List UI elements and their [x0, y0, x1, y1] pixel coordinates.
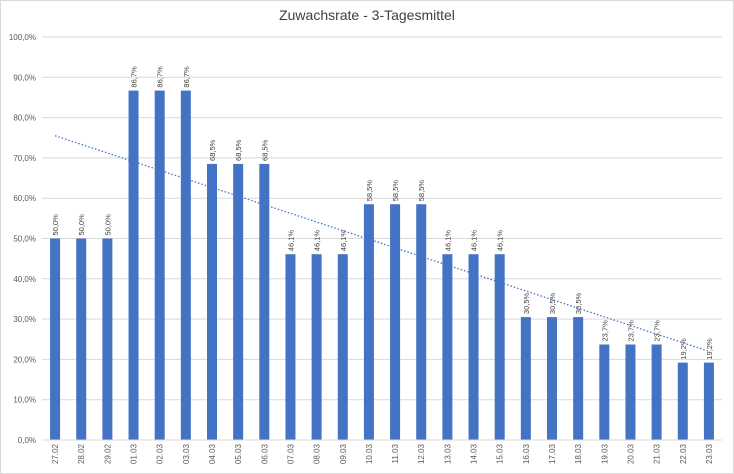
- y-tick-label: 70,0%: [13, 154, 36, 163]
- data-labels: 50,0% 50,0% 50,0% 86,7% 86,7% 86,7% 68,5% 68,5%…: [51, 66, 714, 360]
- x-tick-label: 19.03: [600, 443, 609, 464]
- x-axis: 27.02 28.02 29.02 01.03 02.03 03.03 04.03 05.03…: [42, 439, 722, 464]
- bar: [442, 254, 453, 440]
- data-label: 46,1%: [339, 230, 348, 252]
- bar: [547, 317, 557, 440]
- bar: [416, 204, 427, 440]
- bars: [50, 90, 714, 440]
- x-tick-label: 18.03: [574, 443, 583, 464]
- bar: [259, 163, 270, 440]
- data-label: 68,5%: [260, 139, 269, 161]
- x-tick-label: 06.03: [260, 443, 269, 464]
- gridlines: [42, 36, 722, 441]
- x-tick-label: 15.03: [496, 443, 505, 464]
- bar: [468, 254, 479, 440]
- data-label: 58,5%: [365, 180, 374, 202]
- data-label: 58,5%: [391, 180, 400, 202]
- data-label: 23,7%: [626, 320, 635, 342]
- data-label: 46,1%: [313, 230, 322, 252]
- y-tick-label: 20,0%: [13, 355, 36, 364]
- bar: [50, 238, 61, 440]
- x-tick-label: 03.03: [182, 443, 191, 464]
- trendline: [54, 135, 710, 352]
- x-tick-label: 22.03: [679, 443, 688, 464]
- y-tick-label: 0,0%: [18, 436, 36, 445]
- data-label: 68,5%: [234, 139, 243, 161]
- bar: [363, 204, 374, 440]
- x-tick-label: 04.03: [208, 443, 217, 464]
- x-tick-label: 13.03: [443, 443, 452, 464]
- data-label: 58,5%: [417, 180, 426, 202]
- data-label: 30,5%: [548, 292, 557, 314]
- x-tick-label: 16.03: [522, 443, 531, 464]
- x-tick-label: 08.03: [313, 443, 322, 464]
- x-tick-label: 28.02: [77, 443, 86, 464]
- data-label: 23,7%: [600, 320, 609, 342]
- x-tick-label: 09.03: [339, 443, 348, 464]
- bar: [180, 90, 191, 440]
- x-tick-label: 11.03: [391, 443, 400, 463]
- bar: [337, 254, 348, 440]
- bar: [76, 238, 87, 440]
- data-label: 86,7%: [130, 66, 139, 88]
- x-tick-label: 17.03: [548, 443, 557, 464]
- data-label: 46,1%: [286, 230, 295, 252]
- bar: [625, 344, 636, 440]
- y-tick-label: 50,0%: [13, 235, 36, 244]
- x-tick-label: 14.03: [470, 443, 479, 464]
- data-label: 30,5%: [522, 292, 531, 314]
- x-tick-label: 20.03: [626, 443, 635, 464]
- bar: [128, 90, 139, 440]
- data-label: 19,2%: [705, 338, 714, 360]
- bar: [677, 362, 688, 440]
- bar: [651, 344, 662, 440]
- data-label: 46,1%: [443, 230, 452, 252]
- data-label: 46,1%: [496, 230, 505, 252]
- bar: [390, 204, 401, 440]
- data-label: 50,0%: [51, 214, 60, 236]
- data-label: 30,5%: [574, 292, 583, 314]
- x-tick-label: 10.03: [365, 443, 374, 464]
- data-label: 23,7%: [653, 320, 662, 342]
- bar: [102, 238, 113, 440]
- x-tick-label: 23.03: [705, 443, 714, 464]
- data-label: 19,2%: [679, 338, 688, 360]
- data-label: 50,0%: [77, 214, 86, 236]
- data-label: 68,5%: [208, 139, 217, 161]
- y-tick-label: 40,0%: [13, 275, 36, 284]
- chart-title: Zuwachsrate - 3-Tagesmittel: [279, 7, 455, 23]
- x-tick-label: 02.03: [156, 443, 165, 464]
- bar: [233, 163, 244, 440]
- y-tick-label: 90,0%: [13, 73, 36, 82]
- y-tick-label: 10,0%: [13, 396, 36, 405]
- x-tick-label: 12.03: [417, 443, 426, 464]
- x-tick-label: 29.02: [103, 443, 112, 464]
- data-label: 86,7%: [156, 66, 165, 88]
- y-tick-label: 80,0%: [13, 114, 36, 123]
- x-tick-label: 01.03: [130, 443, 139, 464]
- bar: [599, 344, 610, 440]
- bar: [520, 317, 531, 440]
- y-axis: 0,0% 10,0% 20,0% 30,0% 40,0% 50,0% 60,0% 70,0% 8…: [9, 33, 36, 445]
- x-tick-label: 27.02: [51, 443, 60, 464]
- bar: [285, 254, 296, 440]
- bar: [494, 254, 505, 440]
- data-label: 46,1%: [470, 230, 479, 252]
- bar: [207, 163, 217, 440]
- data-label: 50,0%: [103, 214, 112, 236]
- bar: [573, 317, 584, 440]
- bar: [311, 254, 322, 440]
- y-tick-label: 100,0%: [9, 33, 36, 42]
- y-tick-label: 30,0%: [13, 315, 36, 324]
- x-tick-label: 21.03: [653, 443, 662, 464]
- y-tick-label: 60,0%: [13, 194, 36, 203]
- bar: [703, 362, 714, 440]
- x-tick-label: 05.03: [234, 443, 243, 464]
- bar: [154, 90, 165, 440]
- x-tick-label: 07.03: [286, 443, 295, 464]
- data-label: 86,7%: [182, 66, 191, 88]
- trendline-path: [54, 135, 710, 352]
